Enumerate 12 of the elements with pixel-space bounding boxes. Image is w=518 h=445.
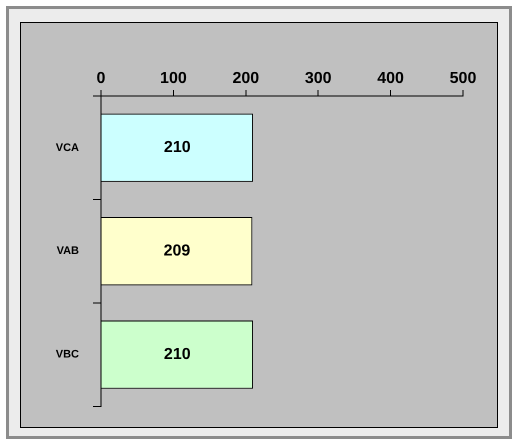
data-label: 210 [164,139,191,156]
data-label: 210 [164,346,191,364]
x-tick-label: 400 [377,70,404,87]
x-tick-label: 200 [232,70,260,87]
y-tick-label: VAB [56,245,80,258]
data-label: 209 [164,242,190,260]
y-tick-label: VBC [56,348,80,361]
x-tick-label: 500 [450,70,476,87]
x-tick-label: 300 [304,70,332,87]
x-tick-label: 0 [96,70,106,87]
y-tick-label: VCA [56,142,80,154]
x-tick-label: 100 [160,70,187,87]
